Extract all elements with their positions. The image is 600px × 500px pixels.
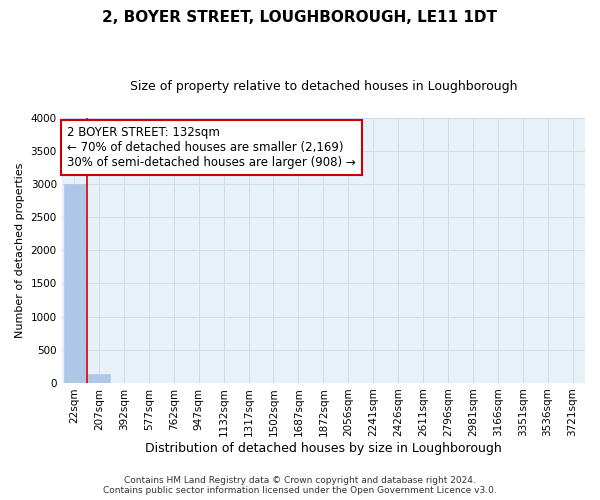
- Text: 2 BOYER STREET: 132sqm
← 70% of detached houses are smaller (2,169)
30% of semi-: 2 BOYER STREET: 132sqm ← 70% of detached…: [67, 126, 356, 168]
- Text: 2, BOYER STREET, LOUGHBOROUGH, LE11 1DT: 2, BOYER STREET, LOUGHBOROUGH, LE11 1DT: [103, 10, 497, 25]
- Title: Size of property relative to detached houses in Loughborough: Size of property relative to detached ho…: [130, 80, 517, 93]
- Bar: [64, 184, 85, 383]
- Text: Contains HM Land Registry data © Crown copyright and database right 2024.
Contai: Contains HM Land Registry data © Crown c…: [103, 476, 497, 495]
- Y-axis label: Number of detached properties: Number of detached properties: [15, 162, 25, 338]
- Bar: [88, 374, 110, 383]
- X-axis label: Distribution of detached houses by size in Loughborough: Distribution of detached houses by size …: [145, 442, 502, 455]
